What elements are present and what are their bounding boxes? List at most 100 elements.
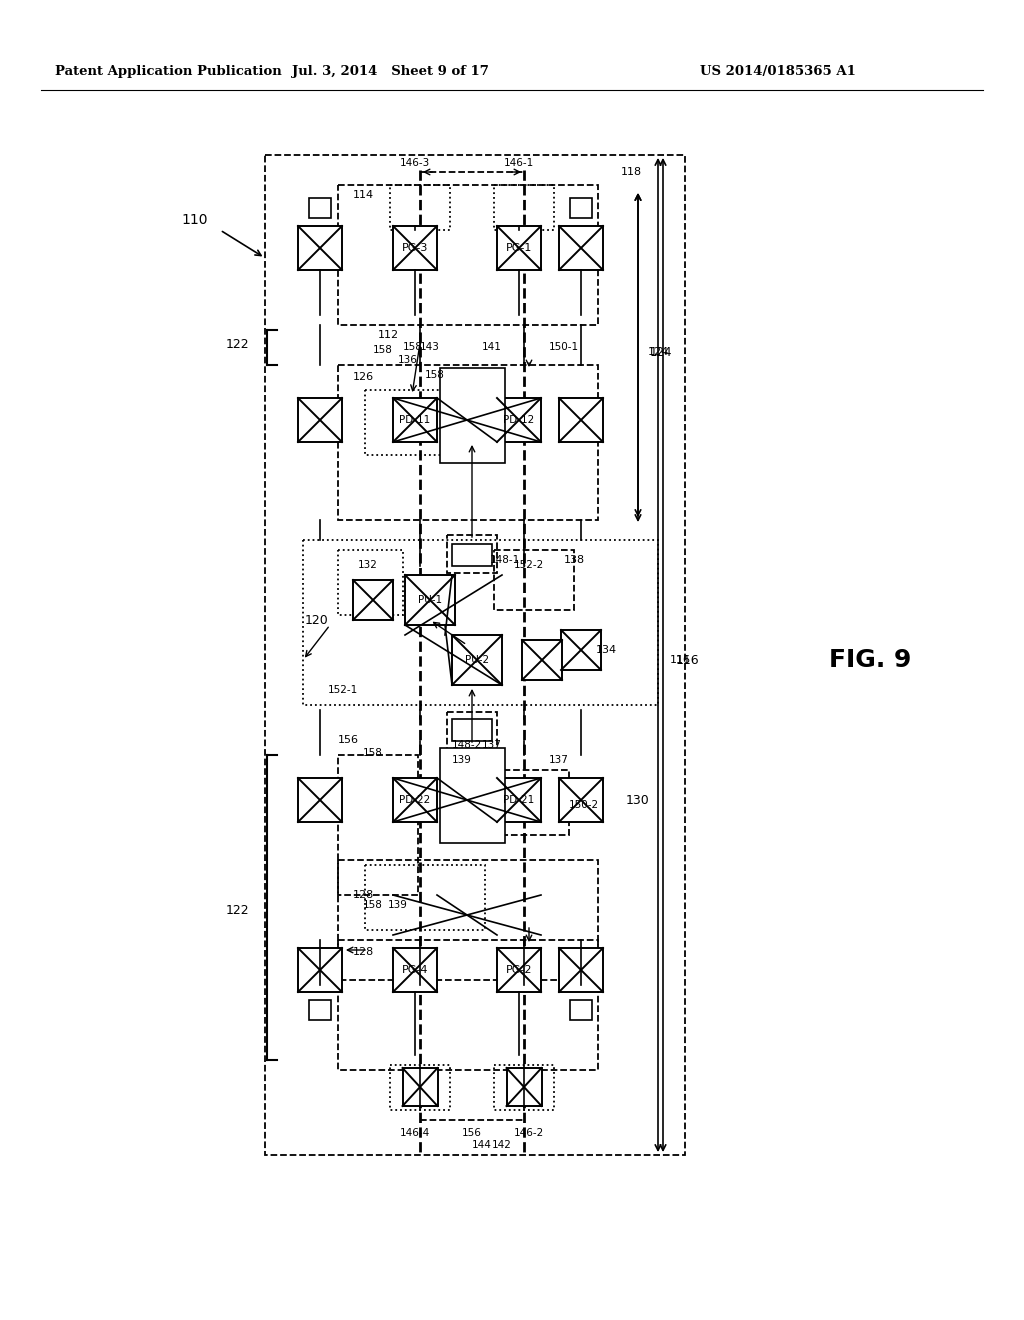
Text: Jul. 3, 2014   Sheet 9 of 17: Jul. 3, 2014 Sheet 9 of 17 xyxy=(292,66,488,78)
Bar xyxy=(570,198,592,218)
Bar xyxy=(497,777,541,822)
Bar xyxy=(497,226,541,271)
Text: 150-1: 150-1 xyxy=(549,342,579,352)
Text: 158: 158 xyxy=(364,748,383,758)
Text: PD-11: PD-11 xyxy=(399,414,431,425)
Bar xyxy=(507,1068,542,1106)
Text: 130: 130 xyxy=(626,793,650,807)
Text: PG-1: PG-1 xyxy=(506,243,532,253)
Bar xyxy=(298,948,342,993)
Bar xyxy=(298,399,342,442)
Text: 152-1: 152-1 xyxy=(328,685,358,696)
Bar xyxy=(559,226,603,271)
Text: 143: 143 xyxy=(420,342,440,352)
Bar xyxy=(570,1001,592,1020)
Bar xyxy=(494,185,554,230)
Text: PD-12: PD-12 xyxy=(504,414,535,425)
Bar xyxy=(522,640,562,680)
Bar xyxy=(559,948,603,993)
Text: 158: 158 xyxy=(425,370,445,380)
Bar xyxy=(265,154,685,1155)
Bar xyxy=(353,579,393,620)
Bar xyxy=(365,389,485,455)
Text: PG-4: PG-4 xyxy=(401,965,428,975)
Text: 146-1: 146-1 xyxy=(504,158,535,168)
Text: PU-1: PU-1 xyxy=(418,595,442,605)
Bar xyxy=(494,1065,554,1110)
Text: 141: 141 xyxy=(482,342,502,352)
Bar xyxy=(365,865,485,931)
Text: 139: 139 xyxy=(388,900,408,909)
Text: 126: 126 xyxy=(353,372,374,381)
Text: 116: 116 xyxy=(676,653,699,667)
Text: US 2014/0185365 A1: US 2014/0185365 A1 xyxy=(700,66,856,78)
Text: 158: 158 xyxy=(403,342,423,352)
Bar xyxy=(309,1001,331,1020)
Text: 137: 137 xyxy=(549,755,569,766)
Bar xyxy=(497,948,541,993)
Text: 128: 128 xyxy=(353,890,374,900)
Text: 158: 158 xyxy=(373,345,393,355)
Bar xyxy=(406,576,455,624)
Text: Patent Application Publication: Patent Application Publication xyxy=(55,66,282,78)
Text: 138: 138 xyxy=(564,554,585,565)
Bar xyxy=(494,550,574,610)
Bar xyxy=(439,367,505,462)
Bar xyxy=(309,198,331,218)
Bar xyxy=(561,630,601,671)
Text: 136: 136 xyxy=(398,355,418,366)
Bar xyxy=(452,635,502,685)
Text: PG-3: PG-3 xyxy=(401,243,428,253)
Bar xyxy=(447,535,497,573)
Bar xyxy=(452,544,492,566)
Text: 120: 120 xyxy=(304,614,328,627)
Text: 124: 124 xyxy=(650,346,673,359)
Text: 118: 118 xyxy=(621,168,642,177)
Bar xyxy=(452,719,492,741)
Bar xyxy=(390,185,450,230)
Bar xyxy=(390,1065,450,1110)
Bar xyxy=(439,747,505,842)
Text: PD-22: PD-22 xyxy=(399,795,431,805)
Text: 146-2: 146-2 xyxy=(514,1129,544,1138)
Text: PU-2: PU-2 xyxy=(465,655,489,665)
Bar xyxy=(393,948,437,993)
Bar xyxy=(393,777,437,822)
Text: 116: 116 xyxy=(670,655,691,665)
Text: PG-2: PG-2 xyxy=(506,965,532,975)
Text: 152-2: 152-2 xyxy=(514,560,544,570)
Bar xyxy=(303,540,658,705)
Bar xyxy=(298,777,342,822)
Bar xyxy=(494,770,569,836)
Text: 156: 156 xyxy=(338,735,359,744)
Text: 148-1: 148-1 xyxy=(490,554,520,565)
Bar xyxy=(497,399,541,442)
Text: 122: 122 xyxy=(225,338,249,351)
Text: 132: 132 xyxy=(358,560,378,570)
Bar xyxy=(338,755,418,895)
Bar xyxy=(338,366,598,520)
Text: 142: 142 xyxy=(493,1140,512,1150)
Text: 110: 110 xyxy=(181,213,208,227)
Bar xyxy=(447,711,497,750)
Text: 150-2: 150-2 xyxy=(569,800,599,810)
Text: 144: 144 xyxy=(472,1140,492,1150)
Bar xyxy=(393,399,437,442)
Text: FIG. 9: FIG. 9 xyxy=(828,648,911,672)
Text: 114: 114 xyxy=(353,190,374,201)
Text: 146-3: 146-3 xyxy=(400,158,430,168)
Bar xyxy=(338,550,403,615)
Text: 124: 124 xyxy=(648,347,670,356)
Bar xyxy=(402,1068,437,1106)
Text: 134: 134 xyxy=(596,645,617,655)
Text: 112: 112 xyxy=(378,330,398,341)
Bar xyxy=(559,399,603,442)
Text: 128: 128 xyxy=(353,946,374,957)
Text: PD-21: PD-21 xyxy=(504,795,535,805)
Bar xyxy=(393,226,437,271)
Bar xyxy=(338,940,598,1071)
Text: 122: 122 xyxy=(225,903,249,916)
Bar xyxy=(338,185,598,325)
Text: 139: 139 xyxy=(452,755,472,766)
Text: 137: 137 xyxy=(482,741,502,750)
